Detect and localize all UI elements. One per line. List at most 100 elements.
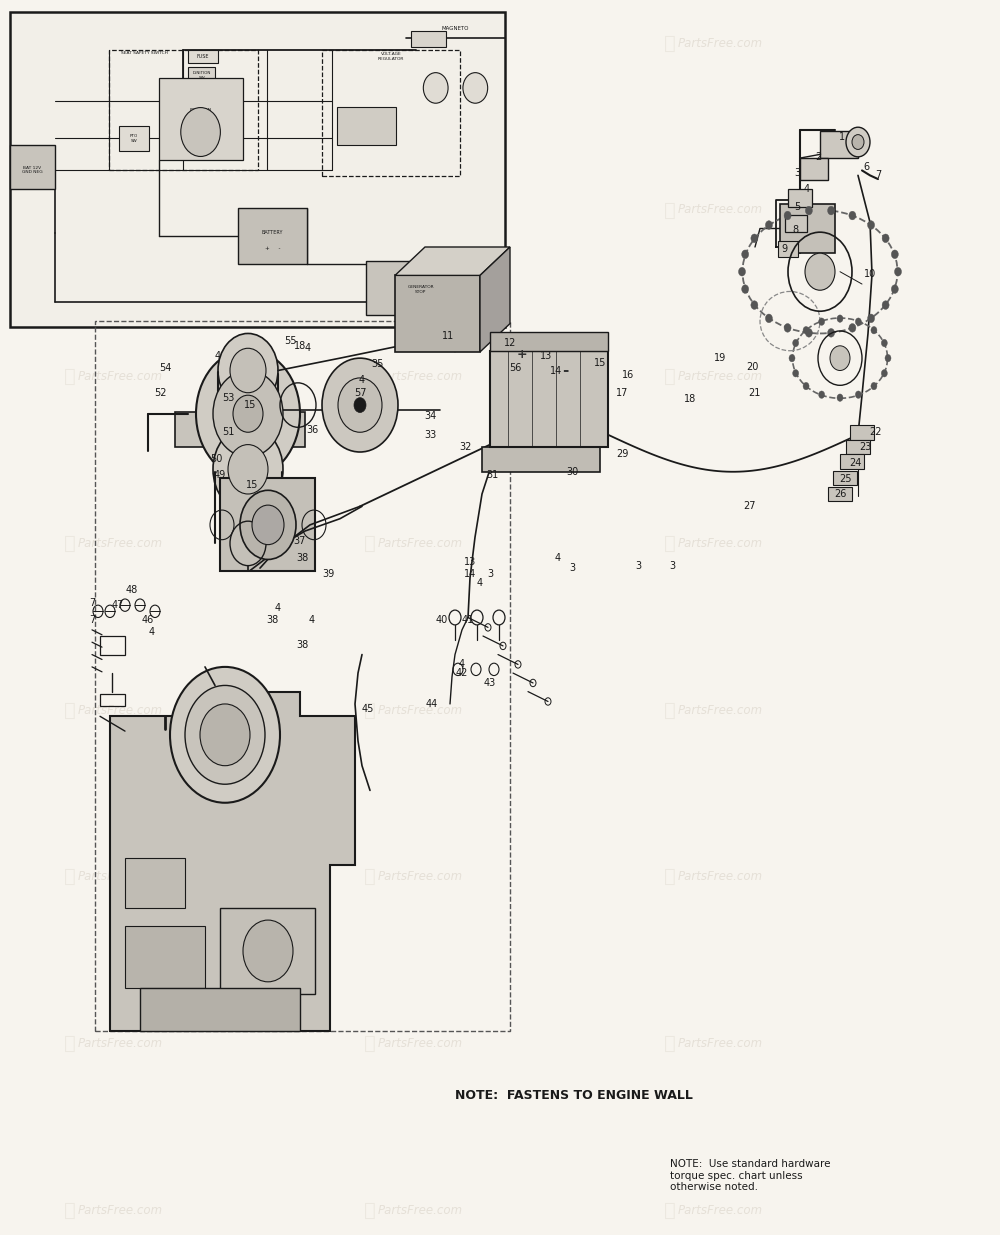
Text: 3: 3 — [669, 561, 675, 571]
Circle shape — [751, 233, 758, 242]
Text: 39: 39 — [322, 569, 334, 579]
Circle shape — [849, 324, 856, 332]
Circle shape — [218, 333, 278, 408]
Bar — [840, 454, 864, 469]
Text: 10: 10 — [864, 269, 876, 279]
Bar — [490, 351, 608, 447]
Text: 18: 18 — [294, 341, 306, 351]
Text: Ⓟ: Ⓟ — [664, 700, 676, 720]
Circle shape — [354, 398, 366, 412]
Circle shape — [230, 348, 266, 393]
Text: 11: 11 — [442, 331, 454, 341]
Circle shape — [803, 326, 809, 333]
Text: 4: 4 — [305, 343, 311, 353]
Text: Ⓟ: Ⓟ — [364, 1200, 376, 1220]
Text: 49: 49 — [214, 471, 226, 480]
Bar — [788, 189, 812, 207]
Bar — [220, 478, 315, 571]
Text: Ⓟ: Ⓟ — [364, 867, 376, 887]
Circle shape — [751, 301, 758, 310]
Bar — [780, 204, 835, 253]
Bar — [10, 144, 55, 189]
Text: Ⓟ: Ⓟ — [664, 1200, 676, 1220]
Text: 53: 53 — [222, 393, 234, 403]
Bar — [100, 636, 125, 655]
Text: PartsFree.com: PartsFree.com — [77, 1037, 163, 1050]
Bar — [125, 858, 185, 908]
Circle shape — [894, 268, 901, 277]
Circle shape — [805, 206, 812, 215]
Bar — [188, 51, 218, 63]
Bar — [833, 471, 857, 485]
Bar — [158, 79, 243, 161]
Text: 33: 33 — [424, 430, 436, 440]
Text: PartsFree.com: PartsFree.com — [677, 1204, 763, 1216]
Circle shape — [338, 378, 382, 432]
Circle shape — [423, 73, 448, 104]
Bar — [220, 908, 315, 994]
Text: PartsFree.com: PartsFree.com — [77, 537, 163, 550]
Text: 27: 27 — [744, 501, 756, 511]
Circle shape — [819, 391, 825, 399]
Circle shape — [233, 395, 263, 432]
Text: BATTERY: BATTERY — [262, 230, 283, 236]
Text: Ⓟ: Ⓟ — [664, 33, 676, 53]
Text: NOTE:  FASTENS TO ENGINE WALL: NOTE: FASTENS TO ENGINE WALL — [455, 1089, 693, 1102]
Text: 7: 7 — [89, 615, 95, 625]
Text: 45: 45 — [362, 704, 374, 714]
Text: PartsFree.com: PartsFree.com — [77, 704, 163, 716]
Text: VOLT-AGE
REGULATOR: VOLT-AGE REGULATOR — [378, 52, 404, 61]
Text: PTO
SW: PTO SW — [130, 135, 138, 142]
Text: 14: 14 — [464, 569, 476, 579]
Text: 31: 31 — [486, 471, 498, 480]
Circle shape — [837, 394, 843, 401]
Circle shape — [885, 354, 891, 362]
Circle shape — [871, 383, 877, 390]
Circle shape — [784, 211, 791, 220]
Polygon shape — [110, 692, 355, 1031]
Text: 38: 38 — [296, 553, 308, 563]
Text: 42: 42 — [456, 668, 468, 678]
Bar — [820, 131, 858, 158]
Text: PartsFree.com: PartsFree.com — [77, 1204, 163, 1216]
Bar — [846, 440, 870, 454]
Text: PartsFree.com: PartsFree.com — [377, 1037, 463, 1050]
Circle shape — [463, 73, 488, 104]
Text: 6: 6 — [863, 162, 869, 172]
Text: PartsFree.com: PartsFree.com — [377, 370, 463, 383]
Text: 3: 3 — [635, 561, 641, 571]
Circle shape — [738, 268, 746, 277]
Text: 34: 34 — [424, 411, 436, 421]
Text: +: + — [517, 348, 527, 361]
Polygon shape — [480, 247, 510, 352]
Text: 50: 50 — [210, 454, 222, 464]
Text: PartsFree.com: PartsFree.com — [77, 871, 163, 883]
Text: 15: 15 — [594, 358, 606, 368]
Text: 9: 9 — [781, 245, 787, 254]
Text: 20: 20 — [746, 362, 758, 372]
Text: 5: 5 — [794, 203, 800, 212]
Text: Ⓟ: Ⓟ — [64, 1034, 76, 1053]
Text: 48: 48 — [126, 585, 138, 595]
Circle shape — [855, 317, 861, 325]
Circle shape — [882, 301, 889, 310]
Circle shape — [200, 704, 250, 766]
Text: Ⓟ: Ⓟ — [364, 367, 376, 387]
Circle shape — [868, 314, 875, 322]
Text: 30: 30 — [566, 467, 578, 477]
Text: 13: 13 — [540, 351, 552, 361]
Text: PartsFree.com: PartsFree.com — [677, 537, 763, 550]
Text: 1: 1 — [839, 132, 845, 142]
Text: PartsFree.com: PartsFree.com — [377, 537, 463, 550]
Text: Ⓟ: Ⓟ — [664, 200, 676, 220]
Text: 3: 3 — [794, 168, 800, 178]
Text: BAT 12V
GND NEG: BAT 12V GND NEG — [22, 165, 43, 174]
Circle shape — [213, 370, 283, 457]
Text: PartsFree.com: PartsFree.com — [677, 204, 763, 216]
Text: 38: 38 — [296, 640, 308, 650]
Bar — [411, 31, 446, 47]
Bar — [800, 158, 828, 180]
Text: 17: 17 — [616, 388, 628, 398]
Text: 3: 3 — [487, 569, 493, 579]
Bar — [109, 51, 258, 170]
